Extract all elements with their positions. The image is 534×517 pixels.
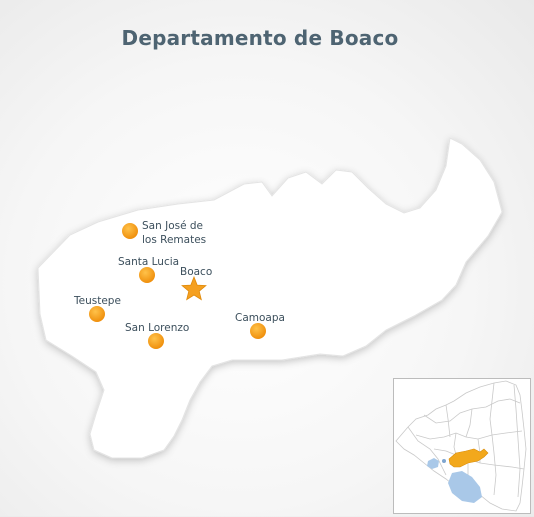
star-icon — [181, 275, 207, 301]
town-label-san-lorenzo: San Lorenzo — [125, 322, 189, 334]
boaco-department-shape — [37, 137, 503, 459]
town-label-camoapa: Camoapa — [235, 312, 285, 324]
inset-lake-nicaragua — [448, 471, 482, 503]
nicaragua-locator-inset — [393, 378, 531, 514]
town-santa-lucia: Santa Lucia — [118, 256, 179, 283]
town-marker-icon — [250, 323, 266, 339]
town-marker-icon — [122, 223, 138, 239]
town-teustepe: Teustepe — [73, 295, 121, 322]
capital-label-boaco: Boaco — [180, 266, 212, 278]
map-title: Departamento de Boaco — [121, 26, 399, 50]
town-label-san-jose-line1: San José de — [142, 220, 203, 232]
town-camoapa: Camoapa — [235, 312, 285, 339]
town-label-san-jose-line2: los Remates — [142, 234, 206, 246]
town-marker-icon — [139, 267, 155, 283]
town-san-jose-de-los-remates: San José de los Remates — [122, 220, 206, 246]
town-label-santa-lucia: Santa Lucia — [118, 256, 179, 268]
nicaragua-locator-map — [395, 380, 527, 512]
town-san-lorenzo: San Lorenzo — [125, 322, 189, 349]
inset-boaco-highlight — [448, 448, 489, 468]
inset-lake-managua — [427, 458, 439, 469]
town-label-teustepe: Teustepe — [73, 295, 121, 307]
inset-island-dot — [442, 459, 446, 463]
capital-boaco: Boaco — [180, 266, 212, 301]
town-marker-icon — [89, 306, 105, 322]
town-marker-icon — [148, 333, 164, 349]
